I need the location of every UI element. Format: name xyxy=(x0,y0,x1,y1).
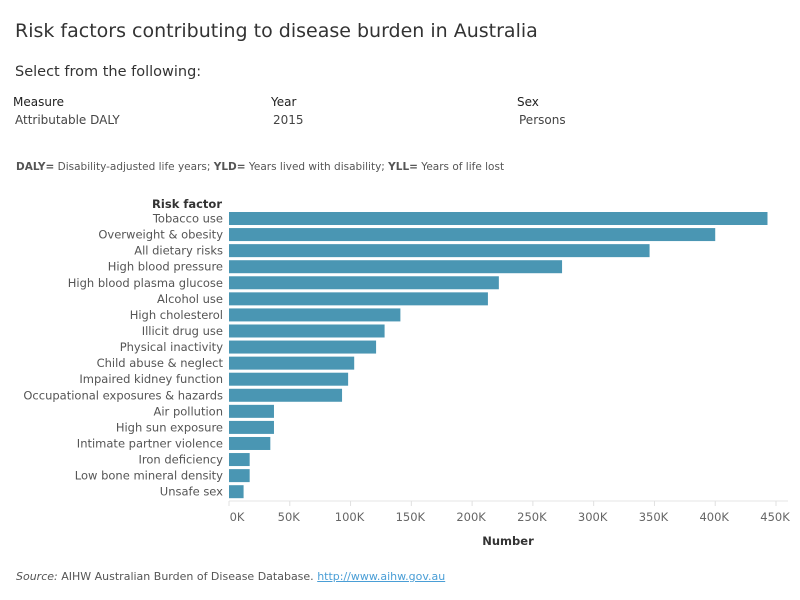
sex-select[interactable]: Persons xyxy=(519,113,566,127)
x-tick-label: 300K xyxy=(578,510,608,524)
bar[interactable] xyxy=(229,436,271,450)
category-label: Intimate partner violence xyxy=(77,436,223,450)
x-tick-label: 350K xyxy=(639,510,669,524)
x-tick-label: 200K xyxy=(456,510,486,524)
category-label: Overweight & obesity xyxy=(98,228,223,242)
y-axis-title: Risk factor xyxy=(152,197,222,211)
x-tick-label: 0K xyxy=(230,510,245,524)
bar[interactable] xyxy=(229,292,488,306)
category-label: Iron deficiency xyxy=(139,453,224,467)
category-label: High blood plasma glucose xyxy=(68,276,223,290)
category-label: Alcohol use xyxy=(157,292,223,306)
bar[interactable] xyxy=(229,356,355,370)
yld-text: Years lived with disability; xyxy=(245,161,389,173)
category-label: Impaired kidney function xyxy=(79,372,223,386)
bar[interactable] xyxy=(229,260,563,274)
category-label: Physical inactivity xyxy=(120,340,224,354)
bar[interactable] xyxy=(229,324,385,338)
category-label: Child abuse & neglect xyxy=(97,356,224,370)
source-note: Source: AIHW Australian Burden of Diseas… xyxy=(16,570,445,583)
category-label: Tobacco use xyxy=(152,212,223,226)
bar[interactable] xyxy=(229,340,377,354)
year-label: Year xyxy=(271,95,297,109)
measure-select[interactable]: Attributable DALY xyxy=(15,113,120,127)
source-text: AIHW Australian Burden of Disease Databa… xyxy=(57,570,318,583)
abbreviation-note: DALY= Disability-adjusted life years; YL… xyxy=(16,161,504,173)
category-label: High sun exposure xyxy=(116,420,223,434)
category-label: Unsafe sex xyxy=(160,485,223,499)
bar[interactable] xyxy=(229,276,499,290)
source-link[interactable]: http://www.aihw.gov.au xyxy=(317,570,446,583)
x-tick-label: 100K xyxy=(335,510,365,524)
bar[interactable] xyxy=(229,244,650,258)
daly-text: Disability-adjusted life years; xyxy=(54,161,214,173)
page-title: Risk factors contributing to disease bur… xyxy=(15,20,538,42)
bar[interactable] xyxy=(229,372,349,386)
yll-key: YLL= xyxy=(388,161,418,173)
x-tick-label: 250K xyxy=(517,510,547,524)
sex-label: Sex xyxy=(517,95,539,109)
yld-key: YLD= xyxy=(213,161,246,173)
filter-prompt: Select from the following: xyxy=(15,64,202,80)
bar[interactable] xyxy=(229,404,274,418)
category-label: Occupational exposures & hazards xyxy=(23,388,223,402)
bar[interactable] xyxy=(229,388,343,402)
category-label: High cholesterol xyxy=(130,308,223,322)
category-label: Low bone mineral density xyxy=(75,469,223,483)
measure-label: Measure xyxy=(13,95,64,109)
x-tick-label: 150K xyxy=(396,510,426,524)
source-label: Source: xyxy=(16,570,58,583)
x-tick-label: 400K xyxy=(699,510,729,524)
bar[interactable] xyxy=(229,469,250,483)
bar[interactable] xyxy=(229,228,716,242)
bar[interactable] xyxy=(229,485,244,499)
bar[interactable] xyxy=(229,420,274,434)
x-tick-label: 50K xyxy=(278,510,301,524)
x-tick-label: 450K xyxy=(760,510,790,524)
year-select[interactable]: 2015 xyxy=(273,113,304,127)
category-label: Illicit drug use xyxy=(142,324,223,338)
category-label: High blood pressure xyxy=(108,260,223,274)
bar[interactable] xyxy=(229,212,768,225)
daly-key: DALY= xyxy=(16,161,55,173)
x-axis-title: Number xyxy=(482,534,534,548)
bar[interactable] xyxy=(229,308,401,322)
category-label: All dietary risks xyxy=(134,244,223,258)
bar[interactable] xyxy=(229,453,250,467)
category-label: Air pollution xyxy=(154,404,224,418)
yll-text: Years of life lost xyxy=(417,161,505,173)
